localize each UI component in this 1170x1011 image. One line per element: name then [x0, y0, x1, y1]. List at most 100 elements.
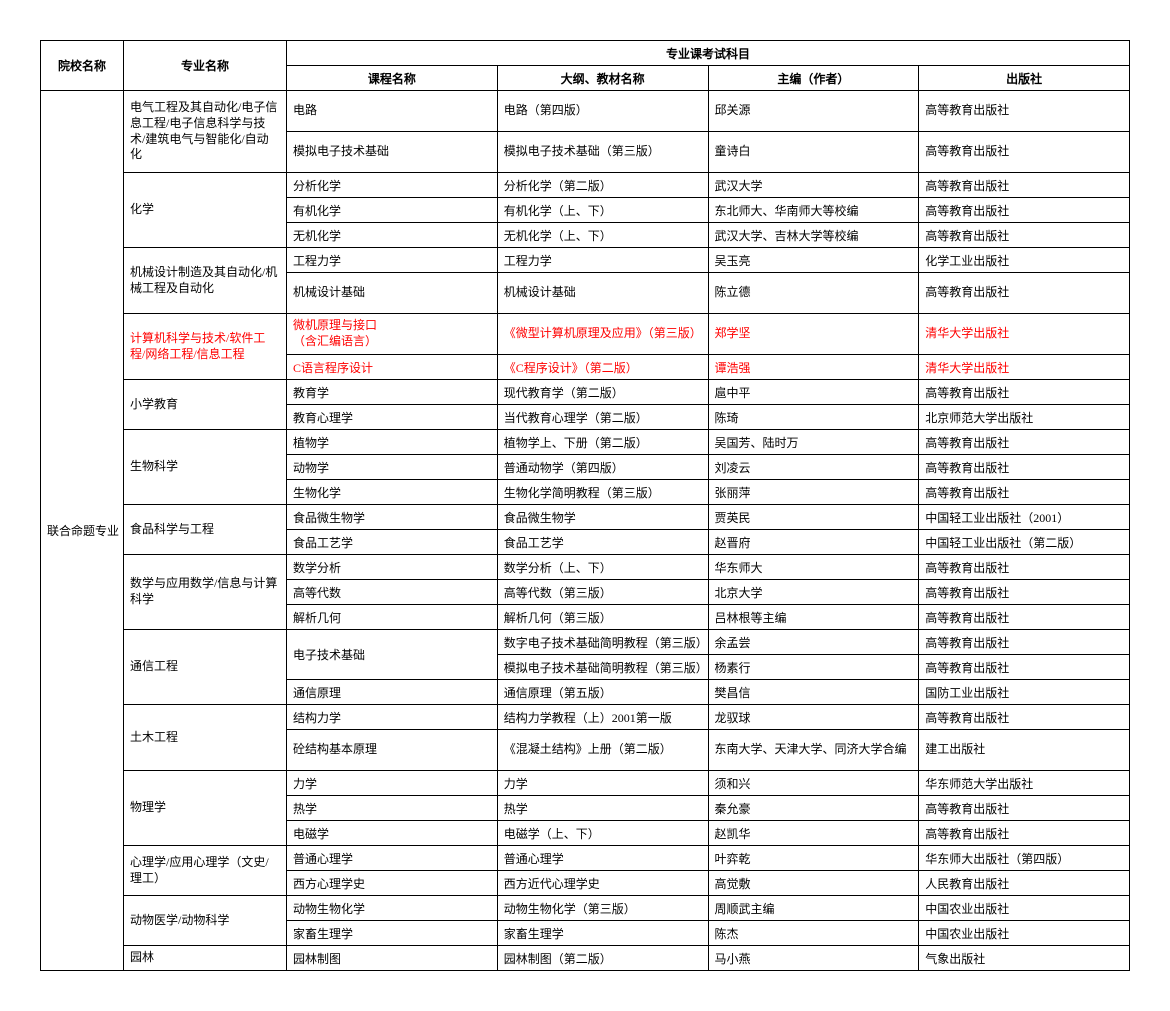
- header-author: 主编（作者）: [708, 66, 919, 91]
- major-cell: 机械设计制造及其自动化/机械工程及自动化: [124, 248, 287, 314]
- major-cell: 物理学: [124, 771, 287, 846]
- publisher-cell: 北京师范大学出版社: [919, 405, 1130, 430]
- publisher-cell: 华东师大出版社（第四版）: [919, 846, 1130, 871]
- author-cell: 马小燕: [708, 946, 919, 971]
- author-cell: 周顺武主编: [708, 896, 919, 921]
- course-cell: 有机化学: [287, 198, 498, 223]
- author-cell: 吴玉亮: [708, 248, 919, 273]
- publisher-cell: 高等教育出版社: [919, 555, 1130, 580]
- book-cell: 《混凝土结构》上册（第二版）: [497, 730, 708, 771]
- major-cell: 生物科学: [124, 430, 287, 505]
- course-cell: 微机原理与接口 （含汇编语言）: [287, 314, 498, 355]
- publisher-cell: 人民教育出版社: [919, 871, 1130, 896]
- course-cell: 植物学: [287, 430, 498, 455]
- author-cell: 吕林根等主编: [708, 605, 919, 630]
- book-cell: 普通动物学（第四版）: [497, 455, 708, 480]
- book-cell: 热学: [497, 796, 708, 821]
- course-cell: 数学分析: [287, 555, 498, 580]
- publisher-cell: 华东师范大学出版社: [919, 771, 1130, 796]
- major-cell: 园林: [124, 946, 287, 971]
- author-cell: 陈杰: [708, 921, 919, 946]
- course-cell: 机械设计基础: [287, 273, 498, 314]
- author-cell: 邱关源: [708, 91, 919, 132]
- book-cell: 电磁学（上、下）: [497, 821, 708, 846]
- course-cell: 家畜生理学: [287, 921, 498, 946]
- publisher-cell: 高等教育出版社: [919, 580, 1130, 605]
- course-cell: 电磁学: [287, 821, 498, 846]
- publisher-cell: 高等教育出版社: [919, 223, 1130, 248]
- publisher-cell: 建工出版社: [919, 730, 1130, 771]
- author-cell: 余孟尝: [708, 630, 919, 655]
- course-cell: 无机化学: [287, 223, 498, 248]
- publisher-cell: 高等教育出版社: [919, 455, 1130, 480]
- header-course: 课程名称: [287, 66, 498, 91]
- header-subjects-group: 专业课考试科目: [287, 41, 1130, 66]
- course-cell: 食品微生物学: [287, 505, 498, 530]
- author-cell: 赵晋府: [708, 530, 919, 555]
- book-cell: 机械设计基础: [497, 273, 708, 314]
- course-cell: 解析几何: [287, 605, 498, 630]
- table-body: 联合命题专业电气工程及其自动化/电子信息工程/电子信息科学与技术/建筑电气与智能…: [41, 91, 1130, 971]
- author-cell: 北京大学: [708, 580, 919, 605]
- major-cell: 通信工程: [124, 630, 287, 705]
- book-cell: 无机化学（上、下）: [497, 223, 708, 248]
- book-cell: 《C程序设计》（第二版）: [497, 355, 708, 380]
- book-cell: 工程力学: [497, 248, 708, 273]
- major-cell: 电气工程及其自动化/电子信息工程/电子信息科学与技术/建筑电气与智能化/自动化: [124, 91, 287, 173]
- book-cell: 家畜生理学: [497, 921, 708, 946]
- book-cell: 模拟电子技术基础（第三版）: [497, 132, 708, 173]
- course-cell: C语言程序设计: [287, 355, 498, 380]
- course-cell: 教育心理学: [287, 405, 498, 430]
- major-cell: 小学教育: [124, 380, 287, 430]
- publisher-cell: 高等教育出版社: [919, 91, 1130, 132]
- table-row: 化学分析化学分析化学（第二版）武汉大学高等教育出版社: [41, 173, 1130, 198]
- book-cell: 力学: [497, 771, 708, 796]
- course-cell: 教育学: [287, 380, 498, 405]
- book-cell: 普通心理学: [497, 846, 708, 871]
- course-cell: 园林制图: [287, 946, 498, 971]
- table-row: 小学教育教育学现代教育学（第二版）扈中平高等教育出版社: [41, 380, 1130, 405]
- course-cell: 砼结构基本原理: [287, 730, 498, 771]
- author-cell: 须和兴: [708, 771, 919, 796]
- author-cell: 高觉敷: [708, 871, 919, 896]
- major-cell: 食品科学与工程: [124, 505, 287, 555]
- table-row: 动物医学/动物科学动物生物化学动物生物化学（第三版）周顺武主编中国农业出版社: [41, 896, 1130, 921]
- course-cell: 动物生物化学: [287, 896, 498, 921]
- book-cell: 《微型计算机原理及应用》（第三版）: [497, 314, 708, 355]
- book-cell: 西方近代心理学史: [497, 871, 708, 896]
- book-cell: 解析几何（第三版）: [497, 605, 708, 630]
- school-cell: 联合命题专业: [41, 91, 124, 971]
- book-cell: 有机化学（上、下）: [497, 198, 708, 223]
- book-cell: 数字电子技术基础简明教程（第三版）: [497, 630, 708, 655]
- publisher-cell: 中国农业出版社: [919, 896, 1130, 921]
- publisher-cell: 中国轻工业出版社（2001）: [919, 505, 1130, 530]
- major-cell: 数学与应用数学/信息与计算科学: [124, 555, 287, 630]
- author-cell: 扈中平: [708, 380, 919, 405]
- table-row: 心理学/应用心理学（文史/理工）普通心理学普通心理学叶弈乾华东师大出版社（第四版…: [41, 846, 1130, 871]
- header-publisher: 出版社: [919, 66, 1130, 91]
- author-cell: 华东师大: [708, 555, 919, 580]
- major-cell: 动物医学/动物科学: [124, 896, 287, 946]
- table-row: 园林园林制图园林制图（第二版）马小燕气象出版社: [41, 946, 1130, 971]
- author-cell: 东北师大、华南师大等校编: [708, 198, 919, 223]
- publisher-cell: 高等教育出版社: [919, 273, 1130, 314]
- major-cell: 计算机科学与技术/软件工程/网络工程/信息工程: [124, 314, 287, 380]
- header-school: 院校名称: [41, 41, 124, 91]
- course-cell: 力学: [287, 771, 498, 796]
- publisher-cell: 高等教育出版社: [919, 605, 1130, 630]
- publisher-cell: 高等教育出版社: [919, 430, 1130, 455]
- author-cell: 武汉大学: [708, 173, 919, 198]
- book-cell: 园林制图（第二版）: [497, 946, 708, 971]
- course-cell: 工程力学: [287, 248, 498, 273]
- author-cell: 赵凯华: [708, 821, 919, 846]
- author-cell: 陈琦: [708, 405, 919, 430]
- course-cell: 电子技术基础: [287, 630, 498, 680]
- book-cell: 现代教育学（第二版）: [497, 380, 708, 405]
- course-cell: 食品工艺学: [287, 530, 498, 555]
- book-cell: 植物学上、下册（第二版）: [497, 430, 708, 455]
- publisher-cell: 化学工业出版社: [919, 248, 1130, 273]
- publisher-cell: 中国农业出版社: [919, 921, 1130, 946]
- course-cell: 分析化学: [287, 173, 498, 198]
- author-cell: 贾英民: [708, 505, 919, 530]
- publisher-cell: 高等教育出版社: [919, 630, 1130, 655]
